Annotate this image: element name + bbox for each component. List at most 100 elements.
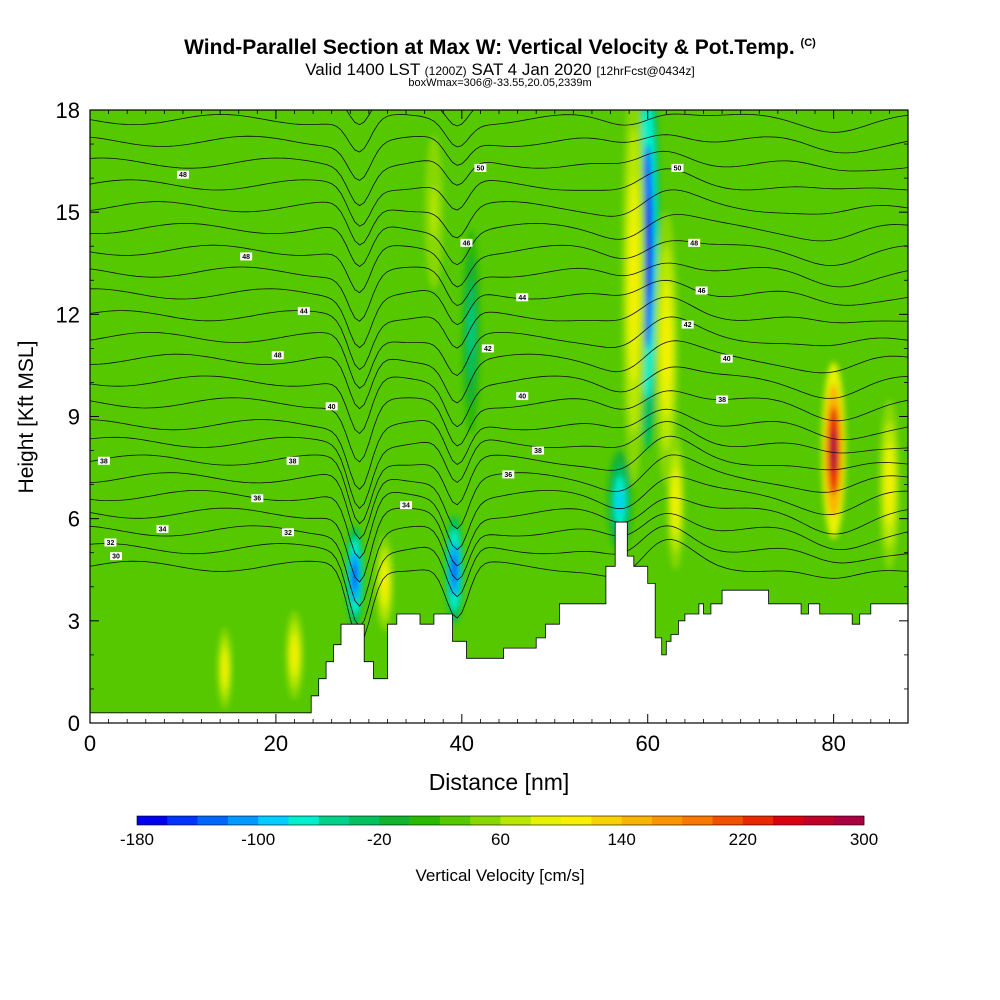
isentrope-label: 38 (100, 458, 108, 465)
isentrope-label: 44 (518, 295, 526, 302)
x-tick-label: 80 (821, 731, 845, 756)
isentrope-line (90, 408, 908, 490)
isentrope-label-bg (481, 344, 494, 353)
isentrope-label: 36 (253, 496, 261, 503)
isentrope-label: 30 (112, 554, 120, 561)
x-axis: 0 20 40 60 80 (84, 110, 909, 756)
isentrope-line (90, 150, 908, 207)
isentrope-label: 50 (674, 165, 682, 172)
isentrope-label: 34 (402, 503, 410, 510)
isentrope-label: 48 (179, 172, 187, 179)
isentrope-line (90, 476, 908, 560)
colorbar-swatch (439, 816, 471, 825)
isentrope-label-bg (716, 395, 729, 404)
colorbar-swatch (651, 816, 683, 825)
y-tick-label: 15 (56, 200, 80, 225)
isentrope-line (90, 435, 908, 525)
isentrope-label-bg (720, 354, 733, 363)
velocity-cell (382, 571, 387, 596)
x-tick-label: 60 (635, 731, 659, 756)
isentrope-label-bg (240, 252, 253, 261)
isentrope-label: 48 (690, 240, 698, 247)
isentrope-label: 32 (107, 540, 115, 547)
velocity-cell (886, 463, 893, 506)
colorbar-swatch (682, 816, 713, 825)
colorbar-swatch (773, 816, 804, 825)
colorbar-tick-label: 220 (729, 830, 757, 849)
isentrope-label: 44 (300, 308, 308, 315)
colorbar-swatch (167, 816, 198, 825)
isentrope-label: 38 (289, 458, 297, 465)
colorbar-swatch (712, 816, 744, 825)
isentrope-line (90, 214, 908, 268)
colorbar-swatch (197, 816, 229, 825)
isentrope-line (90, 497, 908, 583)
colorbar-swatch (349, 816, 380, 825)
isentrope-label: 40 (328, 404, 336, 411)
isentrope-label: 48 (274, 353, 282, 360)
isentrope-label: 38 (718, 397, 726, 404)
isentrope-label: 38 (534, 448, 542, 455)
colorbar-tick-label: -20 (367, 830, 392, 849)
x-tick-label: 20 (264, 731, 288, 756)
isentrope-labels: 48 48 44 48 40 38 38 36 34 32 32 30 50 46 44 42 40 38 36 34… (90, 163, 909, 723)
isentrope-label: 50 (477, 165, 485, 172)
isentrope-line (90, 340, 908, 410)
isentrope-label-bg (688, 238, 701, 247)
colorbar-swatch (227, 816, 259, 825)
isentrope-label-bg (474, 163, 487, 172)
x-tick-label: 0 (84, 731, 96, 756)
isentrope-label-bg (110, 552, 123, 561)
isentrope-line (90, 279, 908, 349)
velocity-cell (292, 643, 297, 666)
colorbar-swatch (318, 816, 350, 825)
colorbar-swatch (803, 816, 835, 825)
y-tick-label: 3 (68, 609, 80, 634)
isentrope-label-bg (97, 456, 110, 465)
isentrope-label-bg (532, 446, 545, 455)
isentrope-label: 48 (242, 254, 250, 261)
velocity-cell (630, 229, 637, 332)
isentrope-label: 42 (684, 322, 692, 329)
isentrope-line (90, 454, 908, 540)
isentrope-label-bg (104, 538, 117, 547)
isentrope-line (90, 512, 908, 607)
velocity-cell (452, 556, 457, 584)
isentrope-label: 40 (723, 356, 731, 363)
colorbar-swatch (742, 816, 774, 825)
isentrope-label-bg (516, 392, 529, 401)
isentrope-label-bg (681, 320, 694, 329)
isentrope-line (90, 240, 908, 294)
isentrope-contours (90, 110, 908, 644)
x-axis-label: Distance [nm] (429, 769, 570, 795)
isentrope-label-bg (400, 501, 413, 510)
isentrope-label-bg (502, 470, 515, 479)
terrain-mask (90, 522, 908, 723)
velocity-cell (644, 195, 651, 298)
y-tick-label: 12 (56, 302, 80, 327)
colorbar-swatch (833, 816, 865, 825)
isentrope-label: 34 (159, 526, 167, 533)
isentrope-line (90, 316, 908, 389)
colorbar-swatch (137, 816, 168, 825)
colorbar-swatch (288, 816, 320, 825)
isentrope-label-bg (460, 238, 473, 247)
velocity-cell (663, 314, 670, 383)
velocity-cell (616, 488, 623, 515)
isentrope-label-bg (516, 293, 529, 302)
colorbar-label: Vertical Velocity [cm/s] (415, 866, 584, 885)
isentrope-label-bg (325, 402, 338, 411)
colorbar-swatch (561, 816, 592, 825)
y-tick-label: 9 (68, 405, 80, 430)
isentrope-line (90, 262, 908, 322)
isentrope-label: 46 (698, 288, 706, 295)
isentrope-label-bg (281, 528, 294, 537)
terrain-outline (90, 521, 909, 723)
colorbar-swatch (530, 816, 562, 825)
colorbar-tick-label: 140 (607, 830, 635, 849)
isentrope-label-bg (251, 494, 264, 503)
colorbar-tick-label: 60 (491, 830, 510, 849)
isentrope-label-bg (695, 286, 708, 295)
colorbar-tick-label: -180 (120, 830, 154, 849)
